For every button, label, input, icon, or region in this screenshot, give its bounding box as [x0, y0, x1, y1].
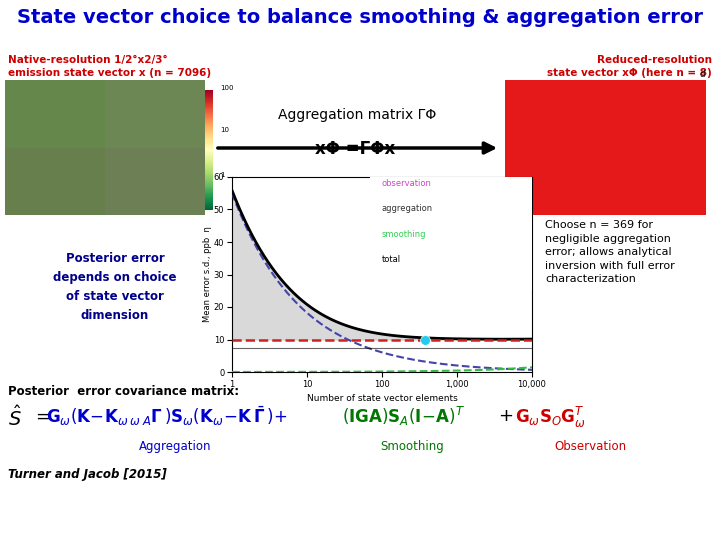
Text: Posterior  error covariance matrix:: Posterior error covariance matrix: — [8, 385, 239, 398]
Text: $(\mathbf{IGA})\mathbf{S}_A(\mathbf{I}\!-\!\mathbf{A})^T$: $(\mathbf{IGA})\mathbf{S}_A(\mathbf{I}\!… — [342, 405, 465, 428]
Text: Posterior error
depends on choice
of state vector
dimension: Posterior error depends on choice of sta… — [53, 252, 176, 322]
Text: Aggregation matrix ΓΦ: Aggregation matrix ΓΦ — [278, 108, 436, 122]
Text: 10: 10 — [220, 127, 229, 133]
Text: Choose n = 369 for
negligible aggregation
error; allows analytical
inversion wit: Choose n = 369 for negligible aggregatio… — [545, 220, 675, 285]
Text: State vector choice to balance smoothing & aggregation error: State vector choice to balance smoothing… — [17, 8, 703, 27]
Text: 100: 100 — [220, 85, 233, 91]
Text: d: d — [700, 70, 705, 79]
Text: Native-resolution 1/2°x2/3°
emission state vector x (n = 7096): Native-resolution 1/2°x2/3° emission sta… — [8, 55, 211, 78]
Text: $=$: $=$ — [32, 407, 50, 425]
Text: Reduced-resolution
state vector xΦ (here n = 8): Reduced-resolution state vector xΦ (here… — [547, 55, 712, 78]
FancyBboxPatch shape — [370, 173, 532, 290]
Text: $+$: $+$ — [498, 407, 513, 425]
Text: smoothing: smoothing — [382, 230, 426, 239]
Text: aggregation: aggregation — [382, 204, 433, 213]
Text: $\hat{S}$: $\hat{S}$ — [8, 405, 22, 430]
X-axis label: Number of state vector elements: Number of state vector elements — [307, 394, 457, 403]
Text: total: total — [382, 255, 401, 264]
Text: Turner and Jacob [2015]: Turner and Jacob [2015] — [8, 468, 167, 481]
Text: Aggregation: Aggregation — [139, 440, 211, 453]
Text: Smoothing: Smoothing — [380, 440, 444, 453]
Text: observation: observation — [382, 179, 432, 188]
Text: $\mathbf{G}_{\omega}(\mathbf{K}\!-\!\mathbf{K}_{\omega\,\omega}\,{}_A\mathbf{\Ga: $\mathbf{G}_{\omega}(\mathbf{K}\!-\!\mat… — [46, 405, 288, 428]
Text: Total: 65.3 Tg a⁻¹: Total: 65.3 Tg a⁻¹ — [10, 204, 64, 210]
Text: $\mathbf{G}_{\omega}\mathbf{S}_O\mathbf{G}_{\omega}^T$: $\mathbf{G}_{\omega}\mathbf{S}_O\mathbf{… — [515, 405, 586, 430]
Text: 1: 1 — [220, 172, 225, 178]
Text: xΦ =ΓΦx: xΦ =ΓΦx — [315, 140, 395, 158]
Text: Observation: Observation — [554, 440, 626, 453]
Text: RBFs: RBFs — [507, 218, 524, 224]
Y-axis label: Mean error s.d., ppb  η: Mean error s.d., ppb η — [203, 227, 212, 322]
